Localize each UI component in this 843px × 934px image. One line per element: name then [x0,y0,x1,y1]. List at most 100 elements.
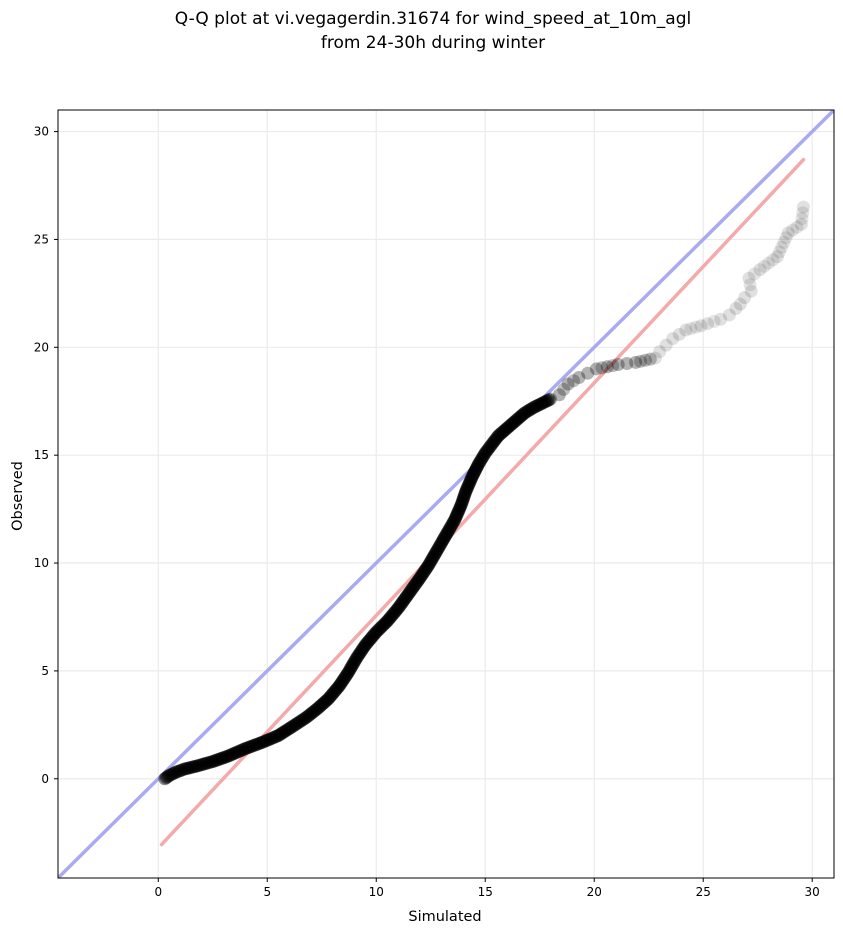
qq-point [520,404,534,418]
qq-point [460,482,474,496]
qq-point [281,722,295,736]
x-tick-label: 0 [154,885,162,899]
qq-point [457,490,471,504]
qq-point [415,568,429,582]
qq-point [439,528,453,542]
qq-point [404,583,418,597]
qq-point [325,688,339,702]
qq-point [370,624,384,638]
qq-point [471,458,485,472]
x-tick-label: 25 [696,885,711,899]
qq-point [350,651,364,665]
qq-point [465,471,479,485]
qq-point [392,600,406,614]
qq-point [189,759,203,773]
qq-point [393,599,407,613]
qq-point [367,628,381,642]
qq-point [165,767,179,781]
qq-point [265,731,279,745]
qq-point [243,740,257,754]
qq-point [234,744,248,758]
qq-point [294,714,308,728]
qq-point [495,426,509,440]
qq-point [333,678,347,692]
qq-point [223,748,237,762]
qq-point [694,319,708,333]
qq-point [653,345,667,359]
chart-title-line-1: Q-Q plot at vi.vegagerdin.31674 for wind… [175,9,691,29]
qq-point [278,724,292,738]
qq-point [714,312,728,326]
y-axis-ticks: 0 5 10 15 20 25 30 [34,125,58,786]
qq-point [533,397,547,411]
qq-point [455,495,469,509]
qq-point [459,485,473,499]
qq-point [362,634,376,648]
qq-point [514,409,528,423]
qq-point [634,354,648,368]
qq-point [174,763,188,777]
qq-point [462,477,476,491]
qq-point [479,445,493,459]
qq-point [405,582,419,596]
qq-point [373,621,387,635]
qq-point [538,395,552,409]
qq-point [251,737,265,751]
qq-point [397,593,411,607]
qq-point [501,420,515,434]
plot-frame [57,109,835,879]
qq-point [161,770,175,784]
qq-point [179,762,193,776]
qq-point [342,665,356,679]
qq-point [535,396,549,410]
qq-point [268,730,282,744]
qq-point [256,735,270,749]
qq-point [475,451,489,465]
qq-point [338,670,352,684]
qq-point [436,534,450,548]
qq-point [331,680,345,694]
qq-point [493,428,507,442]
qq-point [464,473,478,487]
qq-point [315,697,329,711]
qq-point [494,427,508,441]
qq-point [271,729,285,743]
qq-point [434,537,448,551]
qq-point [611,358,625,372]
qq-point [332,679,346,693]
qq-point [238,742,252,756]
qq-point [218,750,232,764]
qq-point [679,323,693,337]
qq-point [357,639,371,653]
qq-point [490,430,504,444]
qq-point [305,706,319,720]
qq-point [498,423,512,437]
qq-point [701,317,715,331]
qq-point [172,764,186,778]
qq-point [504,418,518,432]
qq-point [453,501,467,515]
qq-point [410,575,424,589]
qq-point [383,610,397,624]
qq-point [348,654,362,668]
qq-point [572,371,586,385]
qq-point [406,581,420,595]
qq-point [380,614,394,628]
qq-point [334,676,348,690]
y-axis-label: Observed [10,461,26,531]
qq-point [284,721,298,735]
qq-point [643,352,657,366]
qq-point [476,449,490,463]
qq-point [414,570,428,584]
qq-point [248,738,262,752]
qq-point [432,540,446,554]
qq-point [470,460,484,474]
qq-point [279,723,293,737]
qq-point [487,435,501,449]
qq-point [456,493,470,507]
qq-point [391,601,405,615]
qq-point [323,689,337,703]
qq-point [343,663,357,677]
qq-point [606,359,620,373]
